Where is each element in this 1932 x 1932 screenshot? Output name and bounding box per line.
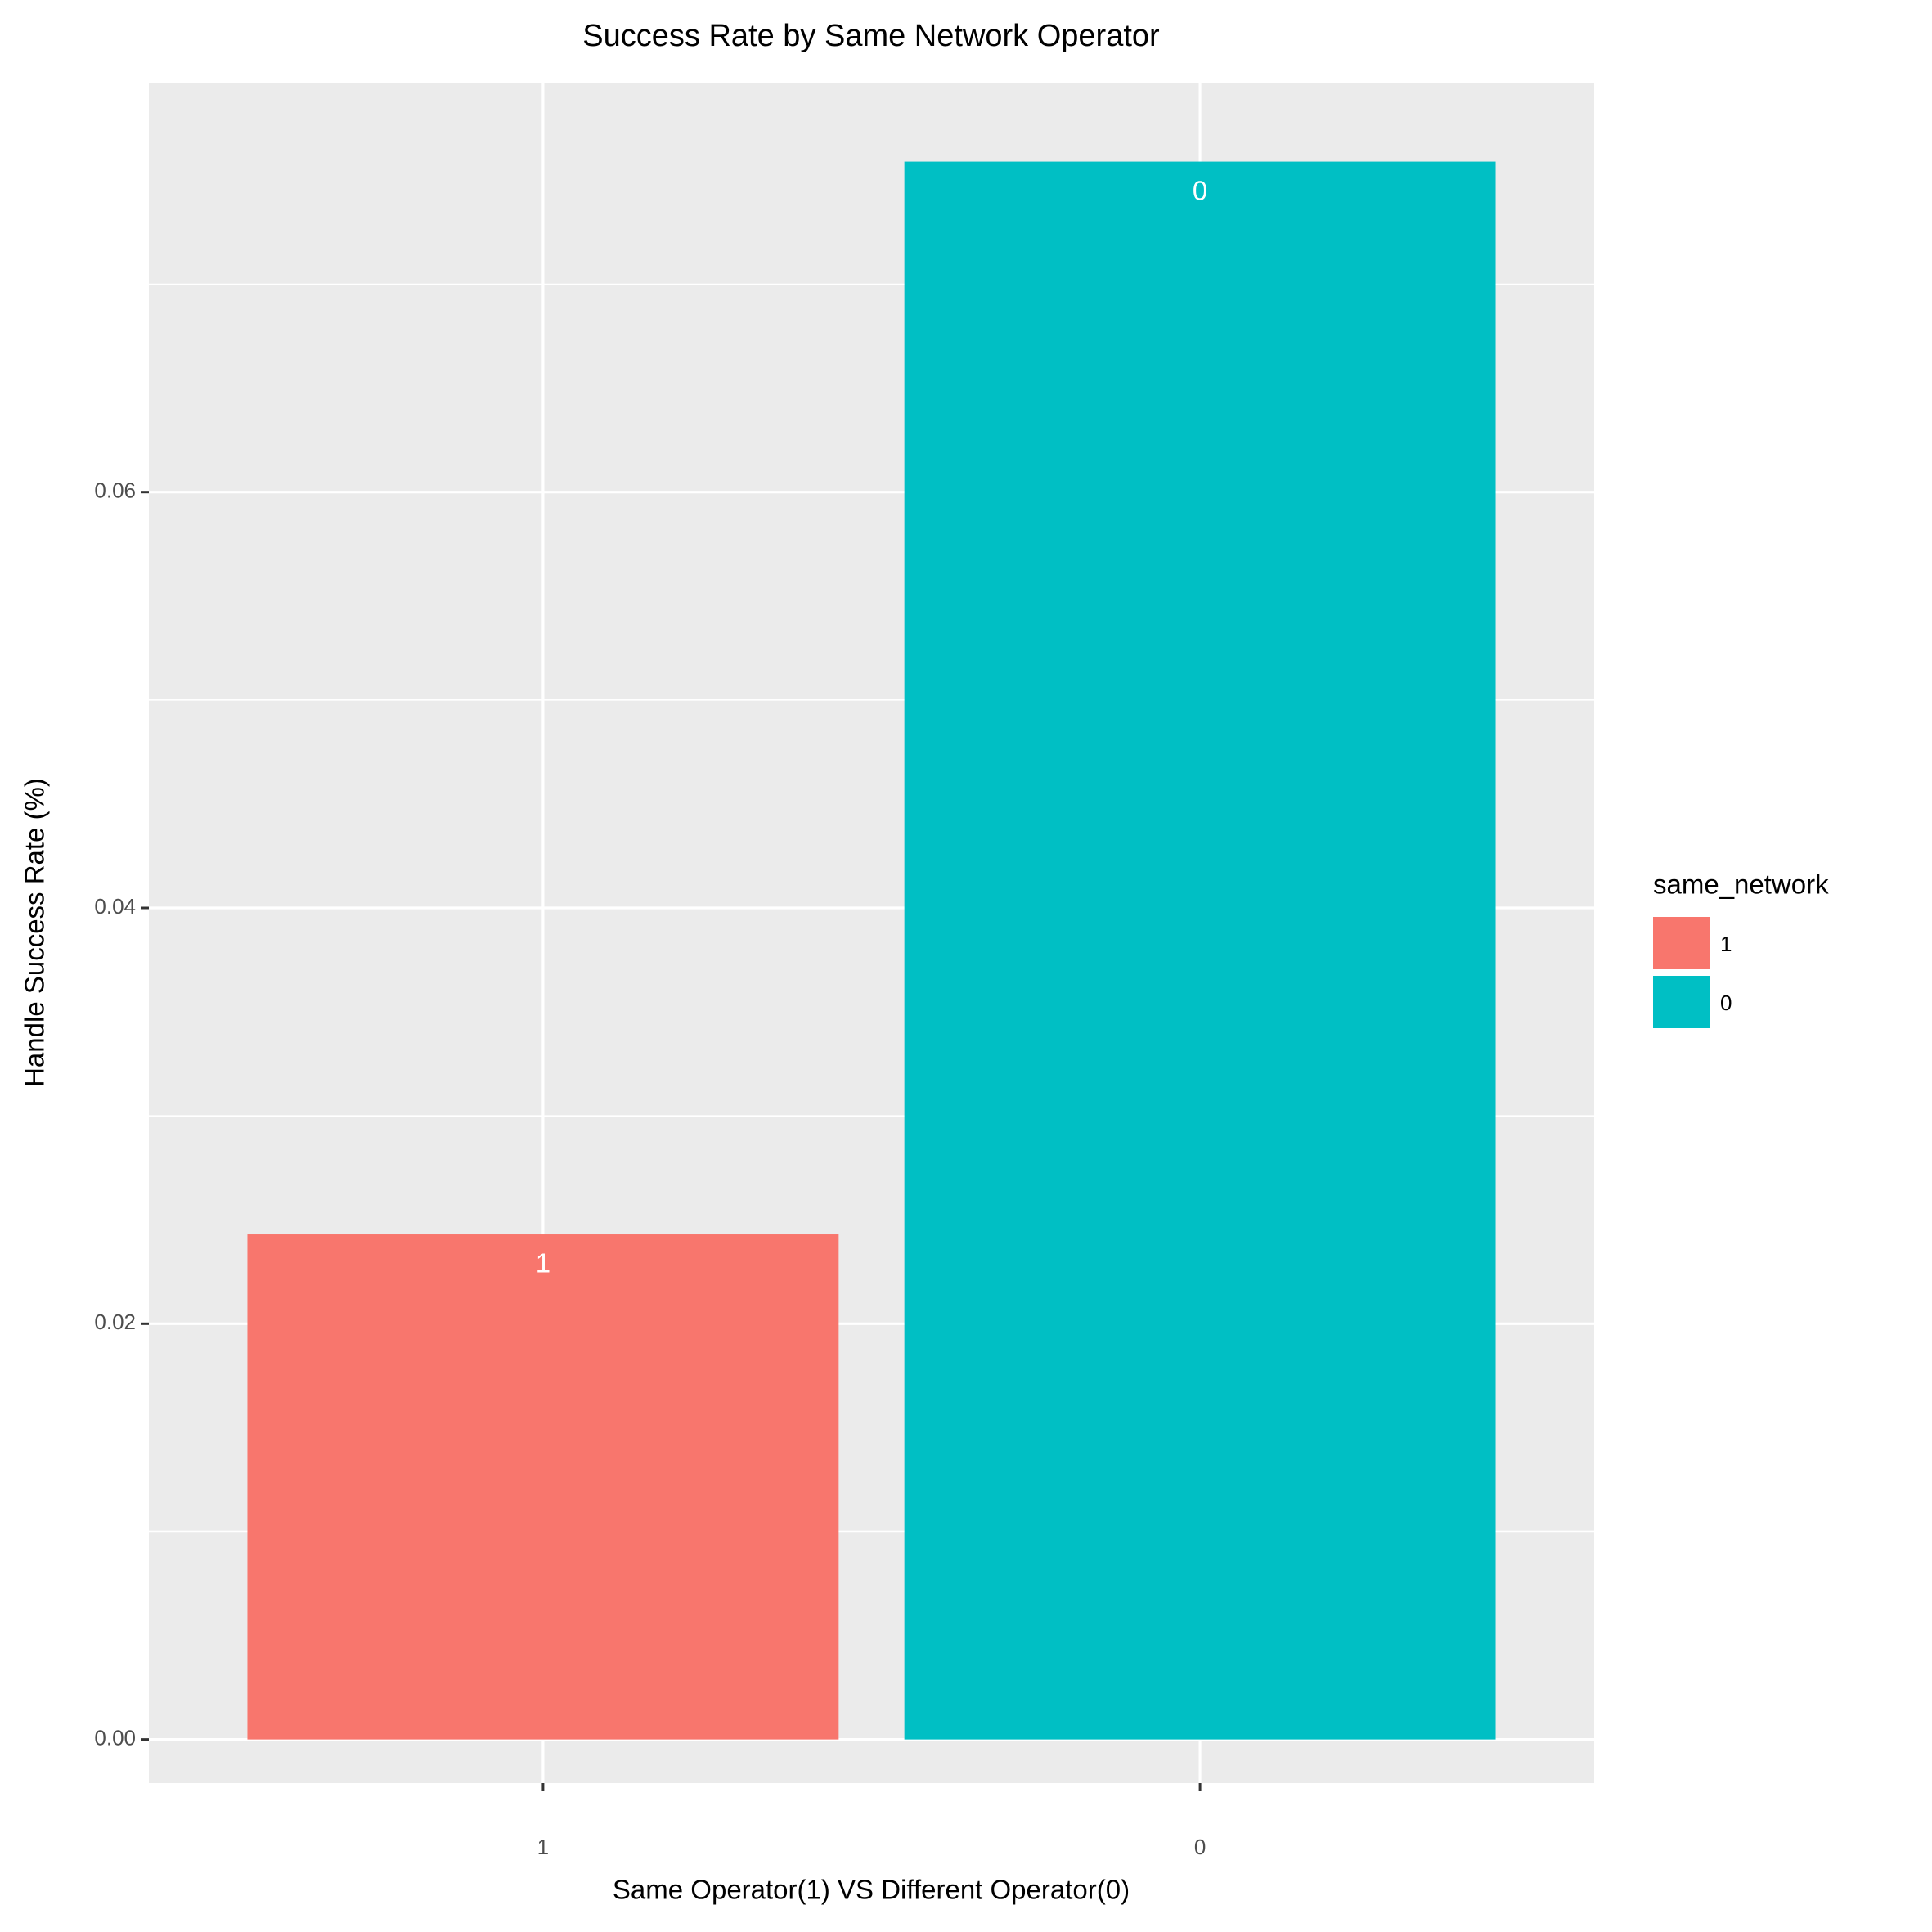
legend-label: 1: [1720, 932, 1732, 956]
x-tick-label: 1: [537, 1835, 549, 1859]
y-tick-label: 0.00: [94, 1726, 136, 1750]
y-axis-title: Handle Success Rate (%): [20, 778, 50, 1087]
legend-key: [1653, 976, 1710, 1028]
x-axis-title: Same Operator(1) VS Different Operator(0…: [613, 1875, 1130, 1905]
bar-label: 0: [1193, 175, 1207, 205]
bar-label: 1: [536, 1248, 550, 1278]
chart-title: Success Rate by Same Network Operator: [582, 19, 1160, 53]
bar: [904, 161, 1496, 1740]
legend-title: same_network: [1653, 869, 1829, 900]
y-tick-label: 0.06: [94, 479, 136, 503]
legend-key: [1653, 917, 1710, 969]
x-tick-label: 0: [1194, 1835, 1206, 1859]
legend-label: 0: [1720, 991, 1732, 1015]
bar: [247, 1234, 839, 1740]
y-tick-label: 0.04: [94, 894, 136, 919]
y-tick-label: 0.02: [94, 1310, 136, 1334]
